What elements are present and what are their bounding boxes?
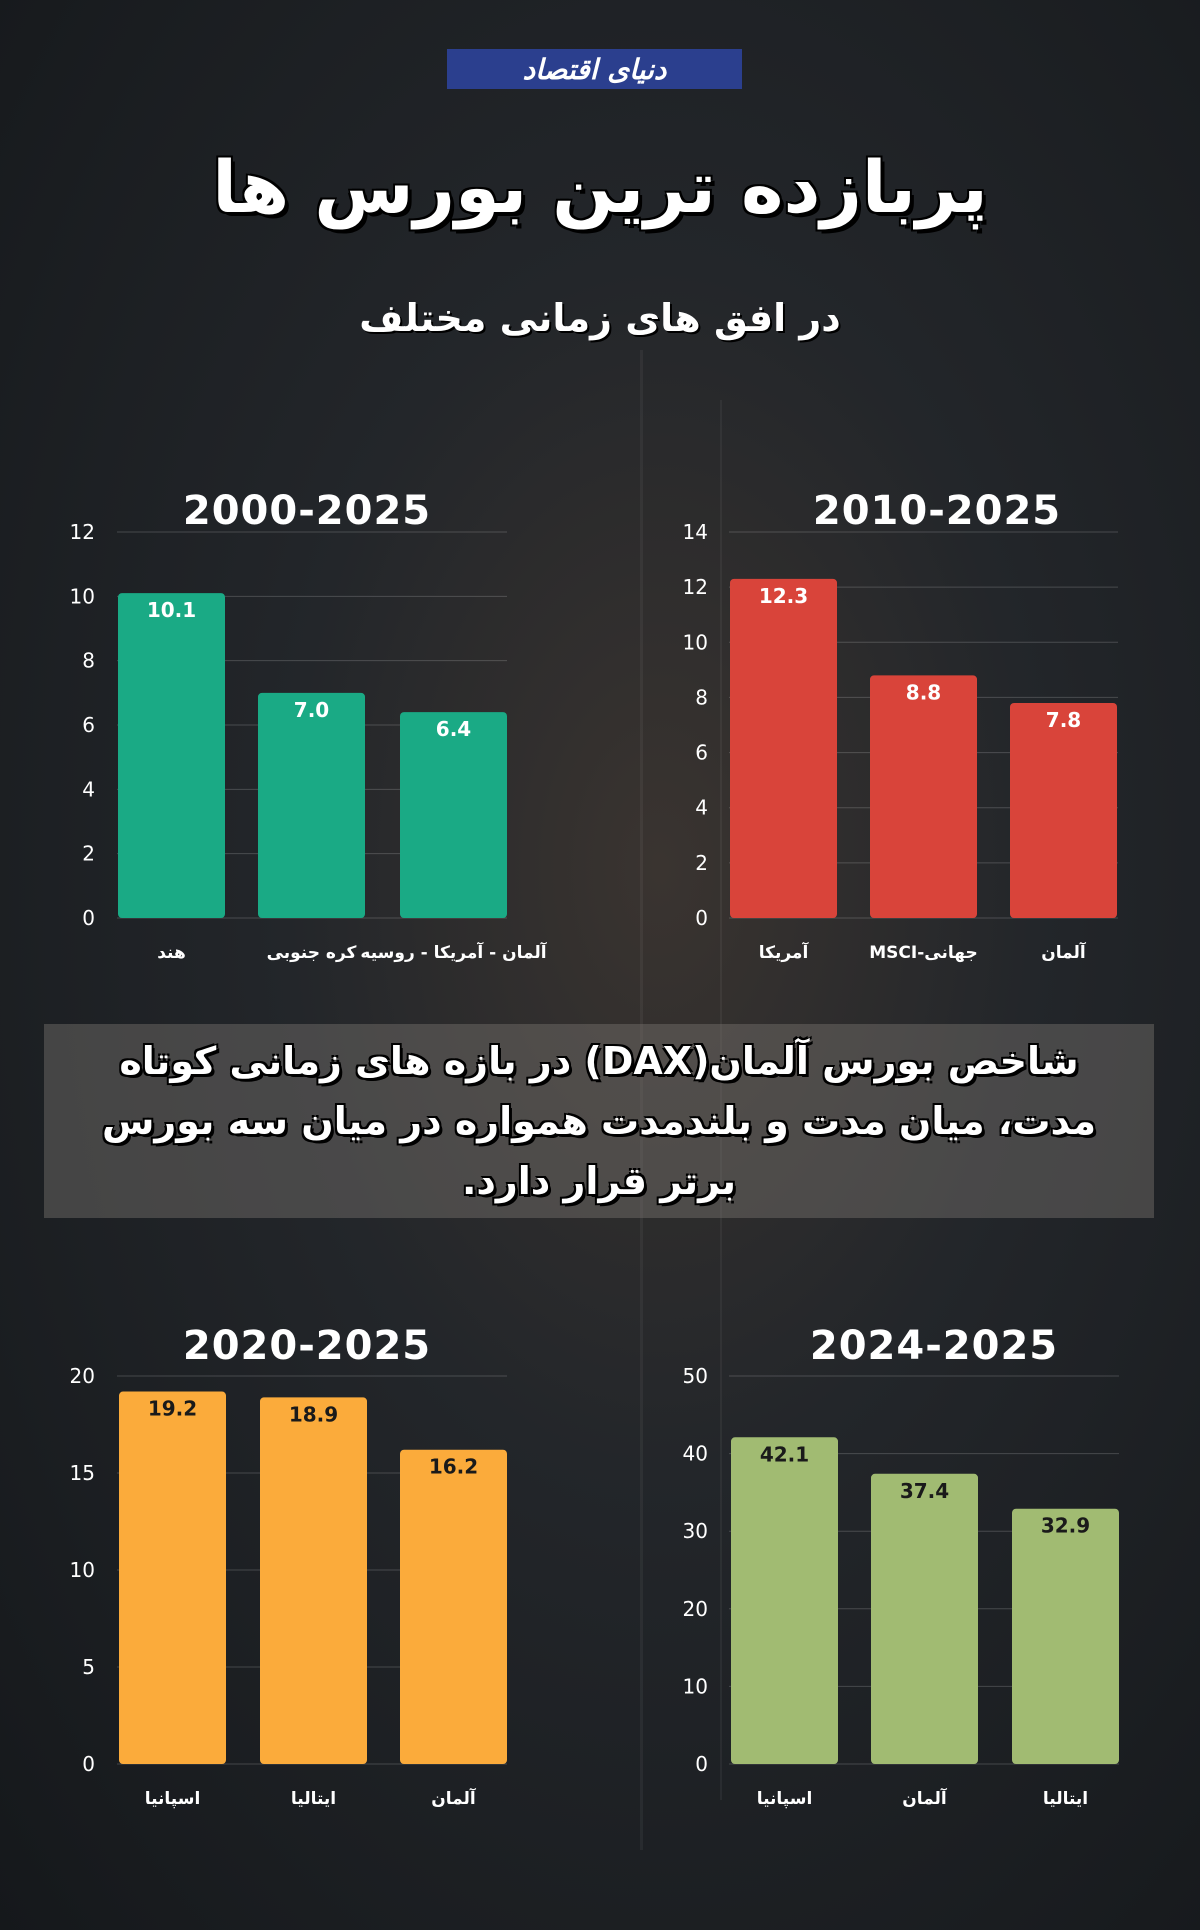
data-label: 32.9: [1041, 1514, 1090, 1538]
bar: [260, 1397, 367, 1764]
bar: [730, 578, 837, 918]
category-label: کره جنوبی: [267, 943, 357, 963]
category-label: ایتالیا: [1043, 1789, 1088, 1809]
y-tick-label: 4: [82, 777, 95, 801]
page-title: پربازده ترین بورس ها: [212, 145, 988, 229]
y-tick-label: 15: [70, 1461, 95, 1485]
data-label: 19.2: [148, 1397, 197, 1421]
y-tick-label: 6: [695, 741, 708, 765]
chart-title-2000-2025: 2000-2025: [182, 488, 432, 534]
bar: [400, 712, 507, 918]
y-tick-label: 0: [82, 1752, 95, 1776]
y-tick-label: 6: [82, 713, 95, 737]
category-label: اسپانیا: [757, 1789, 813, 1809]
y-tick-label: 50: [683, 1364, 708, 1388]
y-tick-label: 20: [70, 1364, 95, 1388]
data-label: 42.1: [760, 1442, 809, 1466]
y-tick-label: 14: [683, 520, 708, 544]
y-tick-label: 10: [683, 1674, 708, 1698]
category-label: آلمان: [902, 1787, 948, 1809]
data-label: 16.2: [429, 1455, 478, 1479]
y-tick-label: 0: [82, 906, 95, 930]
y-tick-label: 2: [82, 842, 95, 866]
y-tick-label: 0: [695, 906, 708, 930]
y-tick-label: 12: [70, 520, 95, 544]
bar: [870, 675, 977, 918]
data-label: 18.9: [289, 1402, 338, 1426]
bar: [1010, 702, 1117, 918]
bg-decoration: [720, 400, 722, 1800]
category-label: آلمان: [1041, 941, 1087, 963]
category-label: ایتالیا: [291, 1789, 336, 1809]
chart-title-2020-2025: 2020-2025: [182, 1323, 432, 1369]
y-tick-label: 30: [683, 1519, 708, 1543]
category-label: آمریکا: [759, 941, 810, 963]
category-label: آلمان: [431, 1787, 477, 1809]
y-tick-label: 20: [683, 1597, 708, 1621]
chart-title-2010-2025: 2010-2025: [812, 488, 1062, 534]
bg-decoration: [640, 350, 643, 1850]
bar: [118, 593, 225, 918]
y-tick-label: 12: [683, 575, 708, 599]
bar: [871, 1473, 978, 1764]
y-tick-label: 0: [695, 1752, 708, 1776]
data-label: 7.8: [1046, 708, 1081, 732]
data-label: 7.0: [294, 698, 329, 722]
page-subtitle: در افق های زمانی مختلف: [359, 296, 841, 340]
y-tick-label: 8: [695, 685, 708, 709]
y-tick-label: 10: [70, 1558, 95, 1582]
chart-title-2024-2025: 2024-2025: [809, 1323, 1059, 1369]
banner-text: شاخص بورس آلمان(DAX) در بازه های زمانی ک…: [101, 1039, 1096, 1203]
y-tick-label: 4: [695, 796, 708, 820]
logo: دنیای اقتصاد: [447, 49, 742, 89]
y-tick-label: 40: [683, 1442, 708, 1466]
category-label: اسپانیا: [145, 1789, 201, 1809]
bar: [258, 692, 365, 918]
bar: [400, 1449, 507, 1764]
bar: [731, 1437, 838, 1764]
category-label: هند: [157, 943, 186, 963]
category-label: جهانی-MSCI: [869, 943, 977, 963]
data-label: 10.1: [147, 598, 196, 622]
data-label: 8.8: [906, 680, 941, 704]
info-banner: شاخص بورس آلمان(DAX) در بازه های زمانی ک…: [44, 1024, 1154, 1218]
y-tick-label: 10: [70, 584, 95, 608]
y-tick-label: 2: [695, 851, 708, 875]
y-tick-label: 5: [82, 1655, 95, 1679]
data-label: 12.3: [759, 584, 808, 608]
bar: [1012, 1508, 1119, 1764]
y-tick-label: 8: [82, 649, 95, 673]
data-label: 6.4: [436, 717, 471, 741]
data-label: 37.4: [900, 1479, 949, 1503]
y-tick-label: 10: [683, 630, 708, 654]
bar: [119, 1391, 226, 1764]
category-label: آلمان - آمریکا - روسیه: [360, 941, 547, 963]
